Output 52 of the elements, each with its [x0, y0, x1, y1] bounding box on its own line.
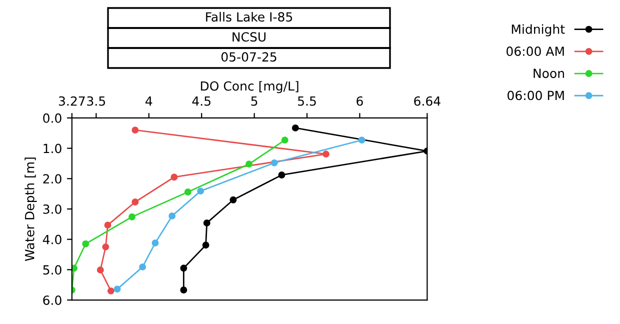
y-tick-label: 6.0	[43, 295, 62, 305]
x-tick-label: 5.5	[298, 96, 316, 106]
point	[180, 286, 188, 294]
y-tick-label: 2.0	[43, 174, 62, 184]
point	[197, 188, 204, 195]
x-tick-label: 6	[356, 96, 363, 106]
point	[102, 243, 110, 250]
point	[139, 263, 146, 270]
point	[246, 160, 252, 168]
x-tick-label: 4	[146, 96, 152, 106]
point	[180, 264, 188, 272]
point	[358, 136, 366, 144]
x-tick-label: 4.5	[192, 96, 210, 106]
legend-label: Midnight	[512, 24, 565, 36]
point	[104, 222, 112, 229]
y-tick-label: 1.0	[44, 144, 62, 154]
point	[168, 212, 176, 220]
point	[170, 174, 178, 181]
legend-label: Noon	[534, 68, 564, 78]
y-axis-title: Water Depth [m]	[24, 158, 37, 262]
y-tick-label: 0.0	[43, 113, 62, 123]
point	[203, 219, 210, 226]
point	[202, 242, 210, 249]
x-tick-label: 6.64	[414, 96, 440, 106]
point	[132, 198, 139, 206]
point	[152, 239, 159, 246]
x-axis-title: DO Conc [mg/L]	[200, 81, 298, 94]
x-tick-label: 5	[251, 96, 258, 106]
point	[322, 150, 330, 158]
point	[82, 240, 90, 248]
point	[72, 264, 78, 272]
y-tick-label: 3.0	[43, 204, 62, 214]
point	[107, 287, 114, 294]
legend-label: 06:00 AM	[506, 46, 564, 56]
chart-subtitle: NCSU	[232, 32, 266, 42]
point	[128, 213, 136, 220]
x-tick-label: 3.5	[87, 96, 106, 106]
point	[114, 286, 121, 293]
x-tick-label: 3.27	[58, 96, 85, 106]
y-tick-label: 4.0	[42, 234, 62, 244]
point	[270, 159, 278, 166]
point	[96, 266, 104, 274]
point	[184, 188, 192, 196]
point	[230, 196, 237, 204]
point	[132, 126, 139, 134]
point	[281, 136, 288, 144]
text: 05-07-25	[221, 52, 276, 62]
legend-label: 06:00 PM	[508, 90, 564, 100]
point	[278, 172, 286, 178]
point	[292, 124, 299, 132]
y-tick-label: 5.0	[43, 265, 62, 275]
chart-title: Falls Lake I-85	[206, 12, 292, 22]
